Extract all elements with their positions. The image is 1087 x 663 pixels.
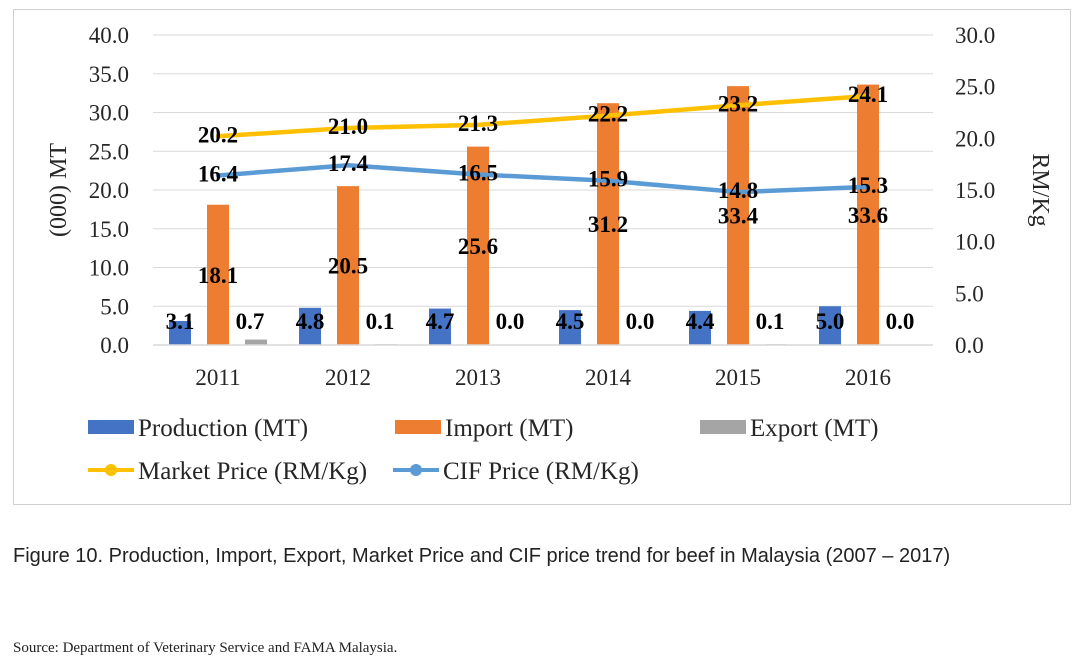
cif-price-legend-marker [410, 464, 422, 476]
production-legend-swatch [88, 420, 134, 434]
y-left-tick-label: 40.0 [89, 23, 129, 48]
cif-price-data-label: 17.4 [328, 151, 369, 176]
market-price-data-label: 22.2 [588, 102, 628, 127]
export-bar [245, 339, 267, 345]
production-data-label: 4.5 [556, 309, 585, 334]
x-tick-label: 2011 [195, 365, 240, 390]
cif-price-data-label: 14.8 [718, 178, 758, 203]
y-left-tick-label: 15.0 [89, 217, 129, 242]
import-bar [727, 86, 749, 346]
production-bar [819, 306, 841, 345]
export-data-label: 0.0 [626, 309, 655, 334]
y-left-axis-title: (000) MT [46, 143, 72, 237]
cif-price-line [215, 162, 871, 195]
export-data-label: 0.1 [756, 309, 785, 334]
y-left-tick-label: 30.0 [89, 101, 129, 126]
production-data-label: 5.0 [816, 309, 845, 334]
market-price-data-label: 24.1 [848, 82, 888, 107]
y-right-tick-label: 25.0 [955, 75, 995, 100]
import-data-label: 33.4 [718, 204, 759, 229]
import-data-label: 33.6 [848, 203, 888, 228]
x-tick-label: 2013 [455, 365, 501, 390]
production-bar [299, 307, 321, 345]
production-bar [689, 310, 711, 345]
import-bar [337, 186, 359, 345]
export-data-label: 0.0 [496, 309, 525, 334]
production-bar [559, 310, 581, 345]
market-price-line [215, 93, 871, 139]
production-data-label: 4.8 [296, 309, 325, 334]
y-right-axis-title: RM/Kg [1027, 153, 1053, 226]
import-legend-swatch [395, 420, 441, 434]
market-price-legend-marker [105, 464, 117, 476]
combo-chart: 0.0 5.0 10.0 15.0 20.0 25.0 30.0 35.0 40.0 0.0 5.0… [46, 23, 1053, 485]
import-bar [857, 84, 879, 345]
cif-price-data-label: 16.5 [458, 161, 498, 186]
export-data-label: 0.7 [236, 309, 265, 334]
production-bar [429, 308, 451, 345]
export-legend-label: Export (MT) [750, 415, 878, 442]
y-right-tick-label: 5.0 [955, 281, 984, 306]
production-data-label: 4.4 [686, 309, 715, 334]
market-price-data-label: 21.0 [328, 114, 368, 139]
export-data-label: 0.1 [366, 309, 395, 334]
y-left-tick-label: 35.0 [89, 62, 129, 87]
x-tick-label: 2016 [845, 365, 891, 390]
y-left-tick-label: 0.0 [100, 333, 129, 358]
y-left-tick-label: 5.0 [100, 294, 129, 319]
import-data-label: 25.6 [458, 234, 498, 259]
market-price-data-label: 23.2 [718, 91, 758, 116]
production-legend-label: Production (MT) [138, 415, 308, 442]
market-price-legend-label: Market Price (RM/Kg) [138, 458, 367, 485]
import-bar [207, 204, 229, 345]
x-tick-label: 2015 [715, 365, 761, 390]
y-left-tick-label: 25.0 [89, 139, 129, 164]
market-price-data-label: 20.2 [198, 122, 238, 147]
market-price-data-label: 21.3 [458, 111, 498, 136]
cif-price-legend-label: CIF Price (RM/Kg) [443, 458, 639, 485]
x-tick-label: 2014 [585, 365, 632, 390]
figure-caption: Figure 10. Production, Import, Export, M… [13, 545, 951, 567]
import-data-label: 18.1 [198, 263, 238, 288]
cif-price-data-label: 15.3 [848, 173, 888, 198]
production-data-label: 4.7 [426, 309, 455, 334]
import-bar [597, 103, 619, 345]
y-right-tick-label: 20.0 [955, 126, 995, 151]
y-right-tick-label: 30.0 [955, 23, 995, 48]
x-tick-label: 2012 [325, 365, 371, 390]
import-data-label: 20.5 [328, 254, 368, 279]
y-right-tick-label: 0.0 [955, 333, 984, 358]
export-legend-swatch [700, 420, 746, 434]
chart-frame [13, 9, 1071, 505]
source-note: Source: Department of Veterinary Service… [13, 640, 398, 656]
import-bar [467, 146, 489, 345]
cif-price-data-label: 15.9 [588, 167, 628, 192]
y-left-tick-label: 10.0 [89, 256, 129, 281]
cif-price-data-label: 16.4 [198, 162, 239, 187]
y-right-tick-label: 15.0 [955, 178, 995, 203]
production-bar [169, 320, 191, 345]
y-right-tick-label: 10.0 [955, 230, 995, 255]
y-left-tick-label: 20.0 [89, 178, 129, 203]
import-data-label: 31.2 [588, 212, 628, 237]
export-data-label: 0.0 [886, 309, 915, 334]
import-legend-label: Import (MT) [445, 415, 573, 442]
production-data-label: 3.1 [166, 309, 195, 334]
